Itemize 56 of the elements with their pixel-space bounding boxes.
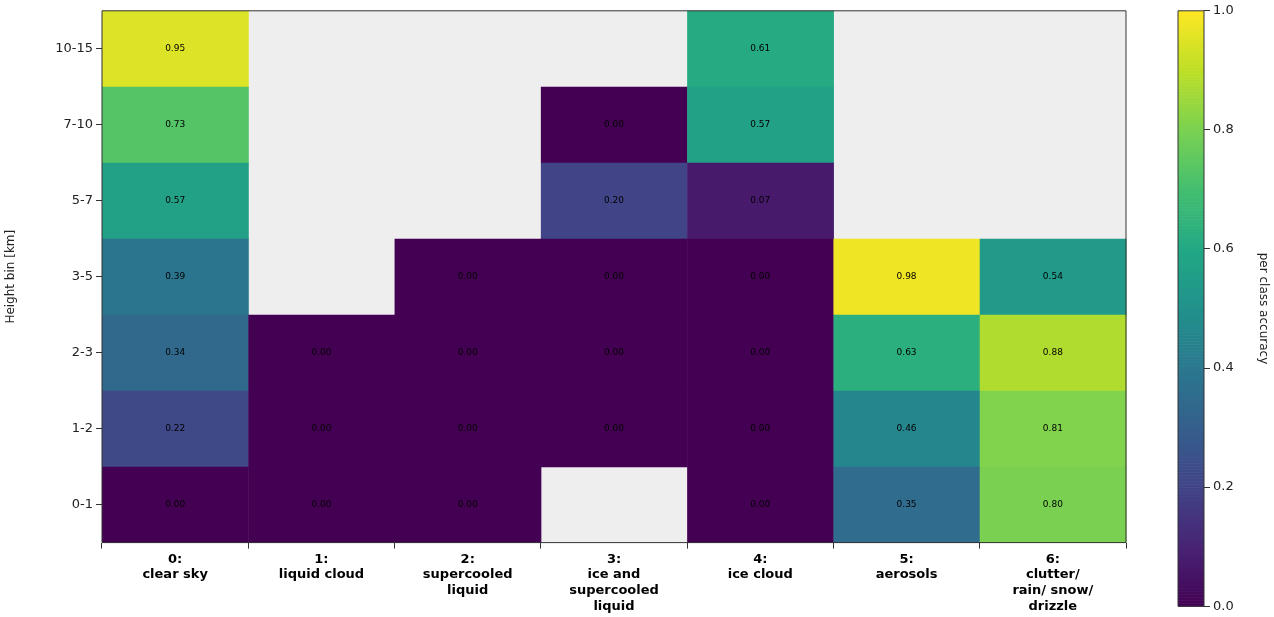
color-bar-label: 0.8	[1213, 121, 1234, 137]
color-bar-title: per class accuracy	[1256, 252, 1271, 365]
data-label: 0.46	[896, 422, 917, 433]
y-tick-label: 2-3	[71, 344, 93, 360]
x-tick-label: 3: ice and supercooled liquid	[569, 550, 659, 613]
data-label: 0.00	[750, 347, 771, 358]
color-bar-label: 0.2	[1213, 478, 1234, 494]
data-label: 0.35	[896, 498, 917, 509]
data-label: 0.57	[750, 119, 771, 130]
y-tick-label: 10-15	[55, 40, 93, 56]
y-axis-title: Height bin [km]	[3, 229, 18, 324]
data-label: 0.34	[165, 347, 186, 358]
color-bar-label: 1.0	[1213, 2, 1234, 18]
x-tick-label: 4: ice cloud	[727, 550, 793, 582]
data-label: 0.73	[165, 119, 186, 130]
y-tick-label: 0-1	[71, 495, 93, 511]
data-label: 0.00	[750, 271, 771, 282]
y-tick-label: 3-5	[71, 268, 93, 284]
data-label: 0.98	[896, 271, 917, 282]
data-label: 0.00	[603, 119, 625, 130]
data-label: 0.00	[311, 347, 332, 358]
x-tick-label: 6: clutter/ rain/ snow/ drizzle	[1012, 550, 1094, 613]
data-label: 0.95	[165, 43, 186, 54]
color-bar-label: 0.6	[1213, 240, 1234, 256]
data-label: 0.00	[457, 271, 478, 282]
data-label: 0.39	[165, 271, 186, 282]
data-label: 0.00	[165, 498, 186, 509]
x-tick-label: 2: supercooled liquid	[422, 550, 513, 597]
data-label: 0.81	[1042, 422, 1063, 433]
y-tick-label: 1-2	[71, 420, 93, 436]
x-tick-label: 5: aerosols	[875, 550, 938, 582]
x-tick-label: 1: liquid cloud	[278, 550, 365, 582]
color-bar-label: 0.4	[1213, 359, 1234, 375]
data-label: 0.00	[603, 347, 625, 358]
data-label: 0.00	[750, 422, 771, 433]
x-tick-label: 0: clear sky	[142, 550, 209, 582]
data-label: 0.07	[750, 195, 771, 206]
data-label: 0.00	[311, 422, 332, 433]
data-label: 0.80	[1042, 498, 1064, 509]
y-tick-label: 7-10	[63, 116, 93, 132]
data-label: 0.88	[1042, 347, 1064, 358]
data-label: 0.00	[457, 498, 478, 509]
data-label: 0.63	[896, 347, 917, 358]
data-label: 0.00	[750, 498, 771, 509]
data-label: 0.20	[603, 195, 625, 206]
y-tick-label: 5-7	[71, 192, 93, 208]
data-label: 0.00	[603, 422, 625, 433]
data-label: 0.57	[165, 195, 186, 206]
color-bar-label: 0.0	[1213, 597, 1234, 613]
data-label: 0.22	[165, 422, 186, 433]
data-label: 0.61	[750, 43, 771, 54]
data-label: 0.00	[603, 271, 625, 282]
data-label: 0.00	[311, 498, 332, 509]
data-label: 0.54	[1042, 271, 1064, 282]
data-label: 0.00	[457, 347, 478, 358]
data-label: 0.00	[457, 422, 478, 433]
